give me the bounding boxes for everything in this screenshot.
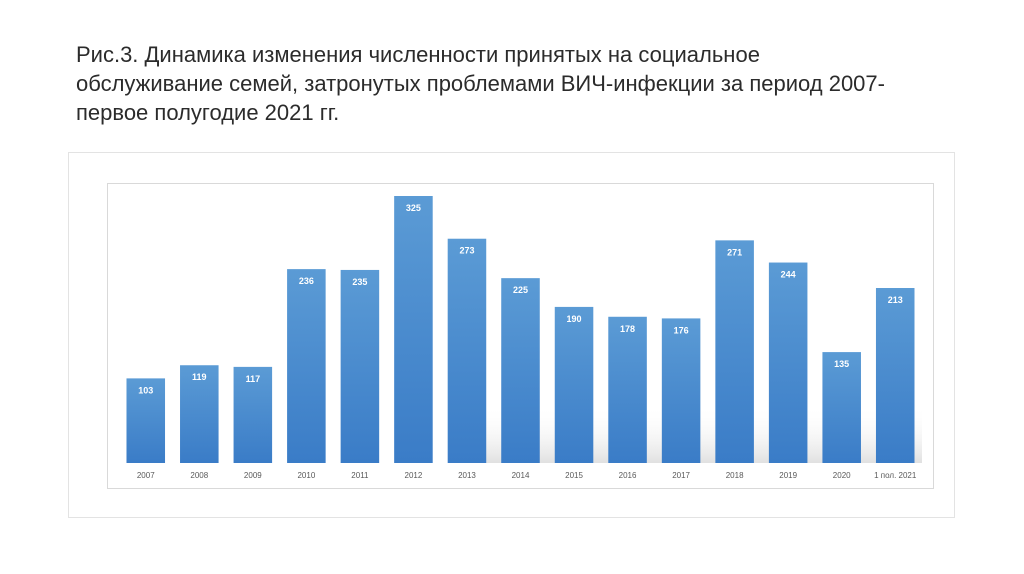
slide-title: Рис.3. Динамика изменения численности пр…	[76, 42, 885, 125]
bar-2017	[661, 318, 701, 463]
data-label: 325	[406, 203, 421, 213]
data-label: 176	[674, 325, 689, 335]
x-tick-label: 1 пол. 2021	[874, 471, 917, 480]
bar-2020	[822, 352, 861, 463]
data-label: 135	[834, 359, 849, 369]
data-label: 119	[192, 372, 207, 382]
bar-2013	[447, 238, 487, 463]
data-label: 103	[138, 385, 153, 395]
bar-2014	[501, 278, 540, 463]
x-tick-label: 2011	[351, 471, 369, 480]
data-label: 117	[246, 374, 261, 384]
x-tick-label: 2013	[458, 471, 476, 480]
bar-2016	[608, 316, 647, 463]
x-tick-label: 2012	[405, 471, 423, 480]
bar-2011	[340, 269, 380, 463]
x-tick-label: 2014	[512, 471, 530, 480]
x-tick-label: 2018	[726, 471, 744, 480]
bar-2019	[768, 262, 808, 463]
x-tick-label: 2015	[565, 471, 583, 480]
bar-1-пол.-2021	[875, 288, 915, 463]
data-label: 178	[620, 324, 635, 334]
data-label: 213	[888, 295, 903, 305]
bar-2010	[287, 269, 326, 463]
bar-2009	[233, 366, 273, 463]
bar-2008	[180, 365, 219, 463]
bar-2012	[394, 196, 433, 463]
x-tick-label: 2017	[672, 471, 690, 480]
data-label: 190	[567, 314, 582, 324]
bar-2007	[126, 378, 166, 463]
data-label: 273	[459, 246, 474, 256]
x-tick-label: 2010	[297, 471, 315, 480]
bar-2015	[554, 306, 594, 463]
data-label: 244	[781, 270, 796, 280]
data-label: 235	[352, 277, 367, 287]
x-tick-label: 2007	[137, 471, 155, 480]
x-axis-ticks: 2007 2008 2009 2010 2011 2012 2013 2014 2015 2016…	[137, 471, 917, 480]
bars	[126, 196, 915, 463]
x-tick-label: 2016	[619, 471, 637, 480]
x-tick-label: 2008	[190, 471, 208, 480]
x-tick-label: 2009	[244, 471, 262, 480]
bar-chart: 103 119 117 236 235 325 273 225 190 178 176 271 244 1…	[126, 196, 922, 480]
data-label: 271	[727, 247, 742, 257]
x-tick-label: 2019	[779, 471, 797, 480]
bar-2018	[715, 240, 754, 463]
data-label: 236	[299, 276, 314, 286]
data-labels: 103 119 117 236 235 325 273 225 190 178 176 271 244 1…	[138, 203, 902, 395]
data-label: 225	[513, 285, 528, 295]
x-tick-label: 2020	[833, 471, 851, 480]
